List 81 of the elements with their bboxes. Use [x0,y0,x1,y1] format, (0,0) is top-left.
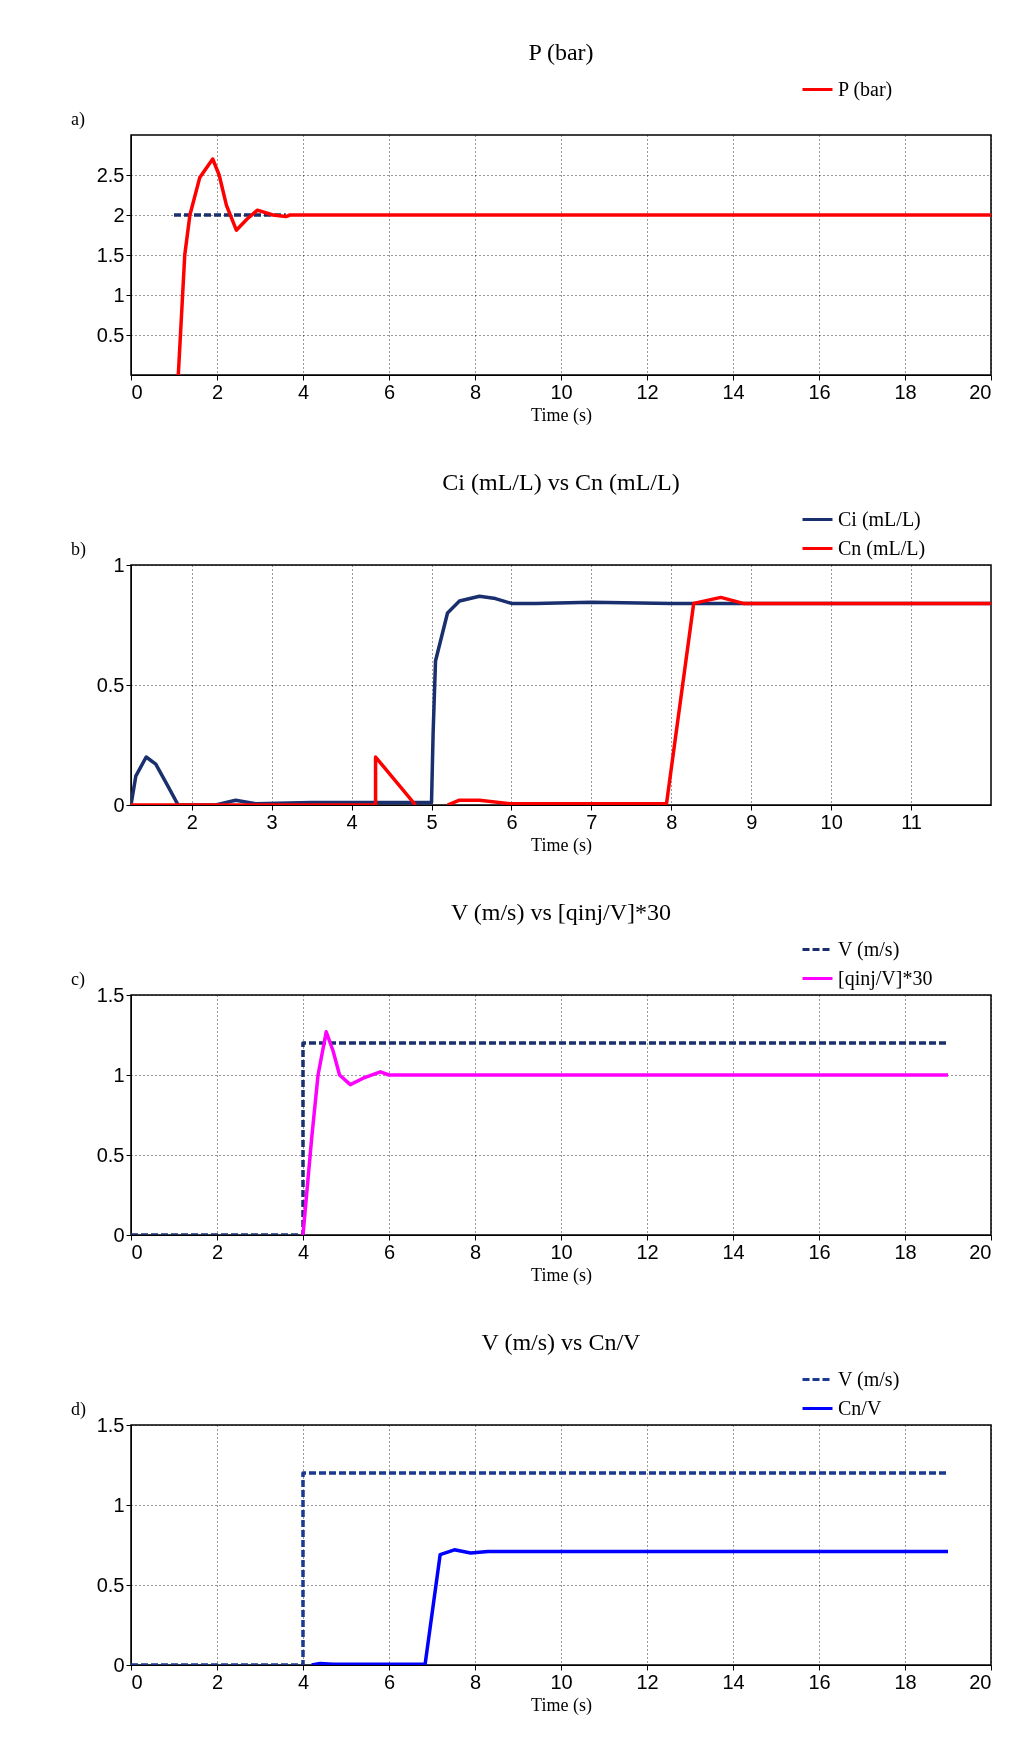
x-tick-label: 18 [894,380,917,403]
y-tick-label: 1.5 [96,243,125,266]
text: d) [71,1399,86,1420]
x-tick-label: 2 [211,1670,224,1693]
chart-title: Ci (mL/L) vs Cn (mL/L) [442,469,680,495]
text: c) [71,969,85,990]
chart-title: V (m/s) vs Cn/V [481,1329,642,1355]
x-tick-label: 12 [636,1670,659,1693]
legend-label: [qinj/V]*30 [838,966,933,990]
x-tick-label: 20 [969,1240,992,1263]
text: a) [71,109,85,130]
x-tick-label: 4 [346,810,358,833]
y-tick-label: 1.5 [96,1413,125,1436]
x-tick-label: 18 [894,1670,917,1693]
x-tick-label: 8 [469,1670,482,1693]
y-tick-label: 0 [113,1223,125,1246]
x-tick-label: 3 [266,810,278,833]
legend-label: Cn (mL/L) [838,536,926,560]
x-tick-label: 0 [131,1240,143,1263]
x-tick-label: 20 [969,380,992,403]
x-tick-label: 18 [894,1240,917,1263]
y-tick-label: 0.5 [96,1573,125,1596]
chart-title: V (m/s) vs [qinj/V]*30 [450,899,672,925]
line-series [176,157,991,375]
x-tick-label: 14 [722,380,745,403]
y-tick-label: 2.5 [96,163,125,186]
x-axis-title: Time (s) [531,404,592,426]
x-tick-label: 16 [808,1240,831,1263]
x-tick-label: 5 [426,810,438,833]
y-tick-label: 0.5 [96,673,125,696]
x-tick-label: 6 [506,810,518,833]
x-tick-label: 11 [901,810,922,833]
line-series [309,1548,950,1665]
x-tick-label: 16 [808,1670,831,1693]
x-tick-label: 12 [636,380,659,403]
y-tick-label: 1 [113,283,125,306]
y-tick-label: 0.5 [96,323,125,346]
legend-label: V (m/s) [838,937,900,961]
x-tick-label: 7 [586,810,598,833]
x-tick-label: 2 [211,380,224,403]
x-tick-label: 10 [550,1670,573,1693]
x-tick-label: 6 [383,1670,396,1693]
x-tick-label: 2 [186,810,198,833]
chart-title: P (bar) [528,39,594,65]
x-tick-label: 8 [469,380,482,403]
x-tick-label: 16 [808,380,831,403]
y-tick-label: 0.5 [96,1143,125,1166]
x-tick-label: 14 [722,1240,745,1263]
x-tick-label: 0 [131,1670,143,1693]
text: b) [71,539,86,560]
y-tick-label: 1 [113,553,125,576]
line-series [301,1030,950,1235]
x-tick-label: 12 [636,1240,659,1263]
legend-label: P (bar) [838,77,893,101]
x-tick-label: 8 [666,810,678,833]
y-tick-label: 1 [113,1493,125,1516]
x-tick-label: 4 [297,1670,310,1693]
x-tick-label: 20 [969,1670,992,1693]
y-tick-label: 0 [113,793,125,816]
x-tick-label: 0 [131,380,143,403]
x-axis-title: Time (s) [531,1694,592,1716]
legend-label: Cn/V [838,1396,882,1419]
x-tick-label: 8 [469,1240,482,1263]
x-tick-label: 6 [383,1240,396,1263]
x-axis-title: Time (s) [531,834,592,856]
x-tick-label: 6 [383,380,396,403]
x-tick-label: 2 [211,1240,224,1263]
y-tick-label: 0 [113,1653,125,1676]
y-tick-label: 1.5 [96,983,125,1006]
x-tick-label: 14 [722,1670,745,1693]
legend-label: Ci (mL/L) [838,507,921,531]
y-tick-label: 1 [113,1063,125,1086]
x-tick-label: 10 [820,810,843,833]
x-tick-label: 4 [297,1240,310,1263]
x-tick-label: 10 [550,380,573,403]
x-tick-label: 10 [550,1240,573,1263]
legend-label: V (m/s) [838,1367,900,1391]
x-tick-label: 4 [297,380,310,403]
x-axis-title: Time (s) [531,1264,592,1286]
y-tick-label: 2 [113,203,125,226]
x-tick-label: 9 [746,810,758,833]
